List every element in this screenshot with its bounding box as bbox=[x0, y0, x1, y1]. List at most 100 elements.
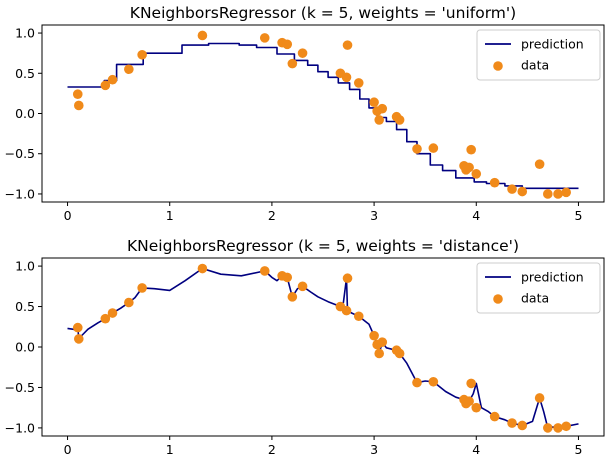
y-tick-label: 1.0 bbox=[15, 259, 35, 274]
y-tick-label: 0.0 bbox=[15, 340, 35, 355]
data-point bbox=[197, 263, 208, 274]
data-point bbox=[517, 420, 528, 431]
data-point bbox=[287, 58, 298, 69]
data-point bbox=[342, 273, 353, 284]
legend-box bbox=[476, 262, 601, 314]
data-point bbox=[282, 272, 293, 283]
data-point bbox=[412, 144, 422, 154]
data-point bbox=[137, 283, 147, 293]
data-point bbox=[287, 292, 298, 302]
y-tick-label: −0.5 bbox=[5, 146, 35, 161]
data-point bbox=[259, 33, 270, 43]
data-point bbox=[377, 337, 388, 347]
data-point bbox=[282, 39, 293, 50]
data-point bbox=[369, 97, 379, 108]
data-point bbox=[412, 377, 422, 388]
data-point bbox=[107, 308, 118, 318]
data-point bbox=[428, 143, 439, 153]
y-tick-label: 0.5 bbox=[15, 66, 35, 81]
axes-frame bbox=[41, 24, 605, 203]
data-point bbox=[517, 186, 528, 197]
x-tick-label: 3 bbox=[370, 208, 378, 223]
data-point bbox=[72, 322, 83, 333]
chart-title: KNeighborsRegressor (k = 5, weights = 'd… bbox=[127, 237, 519, 255]
x-tick-label: 1 bbox=[166, 442, 174, 456]
data-point bbox=[124, 64, 134, 75]
x-tick-label: 0 bbox=[64, 442, 72, 456]
data-point bbox=[73, 100, 84, 111]
data-point bbox=[543, 189, 553, 199]
data-point bbox=[394, 115, 405, 125]
x-tick-label: 5 bbox=[574, 208, 582, 223]
legend-marker-data bbox=[493, 61, 503, 71]
data-point bbox=[534, 393, 545, 403]
data-point bbox=[369, 330, 379, 341]
legend-marker-data bbox=[493, 294, 503, 304]
data-point bbox=[464, 396, 474, 407]
data-point bbox=[471, 169, 482, 179]
prediction-line bbox=[67, 42, 579, 190]
data-point bbox=[341, 305, 352, 316]
y-tick-label: −1.0 bbox=[5, 420, 35, 435]
legend: prediction data bbox=[476, 29, 601, 81]
x-tick-label: 4 bbox=[472, 208, 480, 223]
data-point bbox=[100, 80, 111, 91]
data-point bbox=[553, 189, 563, 199]
data-point bbox=[107, 74, 118, 85]
data-point bbox=[543, 423, 553, 433]
y-tick-label: 0.0 bbox=[15, 106, 35, 121]
legend: prediction data bbox=[476, 262, 601, 314]
data-point bbox=[464, 162, 474, 173]
y-tick-label: 0.5 bbox=[15, 299, 35, 314]
y-tick-label: −1.0 bbox=[5, 186, 35, 201]
data-point bbox=[374, 348, 385, 359]
x-tick-label: 3 bbox=[370, 442, 378, 456]
data-point bbox=[297, 281, 308, 292]
data-point bbox=[561, 187, 571, 198]
data-point bbox=[374, 115, 385, 125]
legend-label-data: data bbox=[521, 58, 549, 73]
data-point bbox=[73, 334, 84, 344]
data-point bbox=[297, 48, 308, 58]
data-point bbox=[534, 159, 545, 169]
subplot-1: KNeighborsRegressor (k = 5, weights = 'u… bbox=[5, 4, 605, 223]
data-point bbox=[489, 177, 500, 188]
data-point bbox=[489, 411, 500, 422]
data-point bbox=[197, 30, 208, 41]
x-tick-label: 4 bbox=[472, 442, 480, 456]
data-point bbox=[507, 184, 517, 194]
data-point bbox=[377, 103, 388, 114]
legend-box bbox=[476, 29, 601, 81]
data-point bbox=[466, 378, 476, 389]
data-point bbox=[466, 144, 476, 155]
y-tick-label: −0.5 bbox=[5, 380, 35, 395]
legend-label-prediction: prediction bbox=[521, 37, 584, 52]
x-tick-label: 2 bbox=[268, 442, 276, 456]
x-tick-label: 0 bbox=[64, 208, 72, 223]
data-point bbox=[124, 297, 134, 308]
subplot-2: KNeighborsRegressor (k = 5, weights = 'd… bbox=[5, 237, 605, 456]
data-point bbox=[259, 266, 270, 276]
legend-label-prediction: prediction bbox=[521, 270, 584, 285]
y-tick-label: 1.0 bbox=[15, 26, 35, 41]
data-point bbox=[72, 89, 83, 99]
x-tick-label: 5 bbox=[574, 442, 582, 456]
data-point bbox=[553, 423, 563, 433]
data-point bbox=[561, 421, 571, 432]
data-point bbox=[471, 402, 482, 413]
data-point bbox=[394, 348, 405, 359]
data-point bbox=[341, 72, 352, 83]
data-point bbox=[353, 78, 364, 88]
data-point bbox=[507, 418, 517, 428]
x-tick-label: 1 bbox=[166, 208, 174, 223]
legend-label-data: data bbox=[521, 291, 549, 306]
data-point bbox=[353, 311, 364, 322]
data-point bbox=[428, 376, 439, 387]
axes-frame bbox=[41, 257, 605, 437]
data-point bbox=[342, 40, 353, 50]
prediction-line bbox=[67, 267, 579, 429]
data-point bbox=[100, 313, 111, 324]
x-tick-label: 2 bbox=[268, 208, 276, 223]
chart-title: KNeighborsRegressor (k = 5, weights = 'u… bbox=[130, 4, 516, 22]
